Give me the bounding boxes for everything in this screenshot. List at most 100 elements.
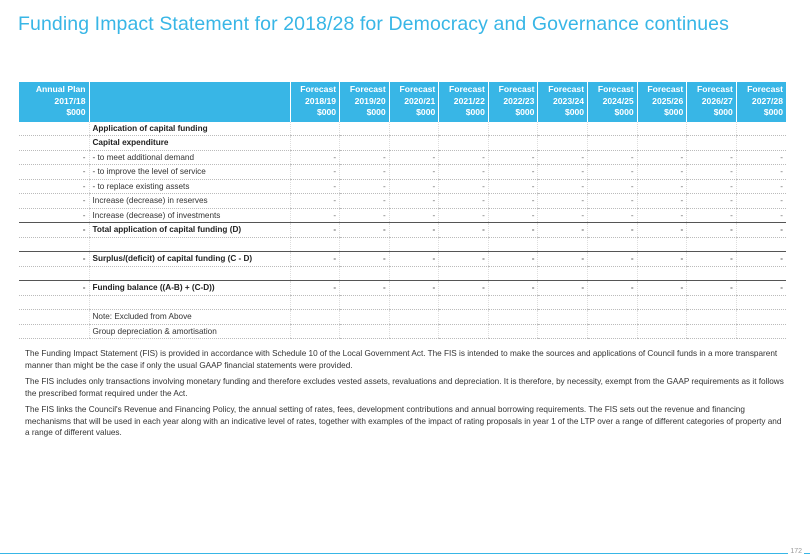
forecast-cell bbox=[388, 121, 439, 136]
table-row: - Surplus/(deficit) of capital funding (C… bbox=[19, 251, 786, 267]
forecast-cell: - bbox=[636, 208, 687, 223]
forecast-cell: - bbox=[289, 164, 340, 180]
empty-cell bbox=[88, 266, 290, 281]
forecast-cell: - bbox=[587, 193, 638, 209]
forecast-cell bbox=[388, 309, 439, 325]
empty-cell bbox=[735, 266, 786, 281]
forecast-cell: - bbox=[735, 251, 786, 267]
forecast-cell bbox=[636, 324, 687, 339]
row-label: Total application of capital funding (D) bbox=[88, 222, 290, 238]
annual-plan-cell: - bbox=[19, 208, 89, 223]
empty-cell bbox=[438, 237, 489, 252]
annual-plan-cell bbox=[19, 121, 89, 136]
forecast-cell bbox=[388, 135, 439, 151]
forecast-cell: - bbox=[686, 222, 737, 238]
page-title: Funding Impact Statement for 2018/28 for… bbox=[18, 13, 729, 35]
spacer-row bbox=[19, 266, 786, 281]
forecast-cell: - bbox=[438, 193, 489, 209]
annual-plan-cell: - bbox=[19, 193, 89, 209]
forecast-cell: - bbox=[388, 164, 439, 180]
forecast-cell: - bbox=[289, 280, 340, 296]
forecast-cell bbox=[438, 309, 489, 325]
forecast-cell bbox=[339, 121, 390, 136]
forecast-cell bbox=[735, 324, 786, 339]
empty-cell bbox=[19, 266, 89, 281]
row-label: Note: Excluded from Above bbox=[88, 309, 290, 325]
forecast-cell: - bbox=[636, 150, 687, 165]
forecast-cell bbox=[735, 135, 786, 151]
forecast-cell bbox=[289, 309, 340, 325]
empty-cell bbox=[587, 266, 638, 281]
forecast-cell: - bbox=[339, 193, 390, 209]
annual-plan-cell: - bbox=[19, 251, 89, 267]
forecast-cell bbox=[289, 121, 340, 136]
table-row: -- to replace existing assets - - - - - - - - - - bbox=[19, 179, 786, 194]
forecast-cell: - bbox=[587, 164, 638, 180]
forecast-cell bbox=[686, 324, 737, 339]
forecast-cell bbox=[487, 135, 538, 151]
forecast-cell: - bbox=[587, 251, 638, 267]
forecast-cell: - bbox=[686, 208, 737, 223]
forecast-cell bbox=[537, 309, 588, 325]
forecast-cell bbox=[537, 135, 588, 151]
forecast-cell bbox=[636, 135, 687, 151]
header-forecast-year: Forecast 2027/28 $000 bbox=[735, 82, 786, 122]
table-row: - Increase (decrease) in reserves - - - - - - - -… bbox=[19, 193, 786, 209]
empty-cell bbox=[587, 295, 638, 310]
row-label: Application of capital funding bbox=[88, 121, 290, 136]
forecast-cell: - bbox=[636, 222, 687, 238]
forecast-cell bbox=[487, 121, 538, 136]
row-label: Group depreciation & amortisation bbox=[88, 324, 290, 339]
forecast-cell: - bbox=[636, 251, 687, 267]
forecast-cell: - bbox=[339, 222, 390, 238]
header-forecast-year: Forecast 2025/26 $000 bbox=[636, 82, 687, 122]
forecast-cell: - bbox=[537, 179, 588, 194]
empty-cell bbox=[339, 266, 390, 281]
empty-cell bbox=[537, 237, 588, 252]
forecast-cell: - bbox=[735, 280, 786, 296]
forecast-cell: - bbox=[735, 179, 786, 194]
forecast-cell: - bbox=[289, 179, 340, 194]
row-label: Capital expenditure bbox=[88, 135, 290, 151]
header-forecast-year: Forecast 2023/24 $000 bbox=[537, 82, 588, 122]
forecast-cell: - bbox=[388, 222, 439, 238]
empty-cell bbox=[339, 237, 390, 252]
forecast-cell bbox=[339, 324, 390, 339]
forecast-cell bbox=[636, 309, 687, 325]
forecast-cell bbox=[438, 324, 489, 339]
forecast-cell bbox=[339, 309, 390, 325]
forecast-cell: - bbox=[388, 251, 439, 267]
empty-cell bbox=[636, 295, 687, 310]
forecast-cell: - bbox=[388, 208, 439, 223]
annual-plan-cell: - bbox=[19, 222, 89, 238]
table-row: - Funding balance ((A-B) + (C-D)) - - - - - - - -… bbox=[19, 280, 786, 296]
forecast-cell: - bbox=[388, 280, 439, 296]
row-label: - to meet additional demand bbox=[88, 150, 290, 165]
forecast-cell: - bbox=[438, 251, 489, 267]
forecast-cell: - bbox=[339, 208, 390, 223]
forecast-cell: - bbox=[487, 193, 538, 209]
header-annual-plan: Annual Plan 2017/18 $000 bbox=[19, 82, 89, 122]
forecast-cell: - bbox=[587, 222, 638, 238]
forecast-cell: - bbox=[289, 150, 340, 165]
annual-plan-cell bbox=[19, 309, 89, 325]
empty-cell bbox=[487, 237, 538, 252]
empty-cell bbox=[19, 295, 89, 310]
forecast-cell: - bbox=[735, 222, 786, 238]
row-label: Surplus/(deficit) of capital funding (C … bbox=[88, 251, 290, 267]
forecast-cell: - bbox=[289, 193, 340, 209]
forecast-cell: - bbox=[686, 179, 737, 194]
table-row: -- to improve the level of service - - - - - -… bbox=[19, 164, 786, 180]
empty-cell bbox=[289, 266, 340, 281]
forecast-cell: - bbox=[735, 208, 786, 223]
table-header-row: Annual Plan 2017/18 $000 Forecast 2018/19… bbox=[19, 82, 786, 122]
table-row: Capital expenditure bbox=[19, 135, 786, 151]
table-row: Application of capital funding bbox=[19, 121, 786, 136]
note-paragraph: The Funding Impact Statement (FIS) is pr… bbox=[25, 349, 778, 370]
table-row: -- to meet additional demand - - - - - - - - - - bbox=[19, 150, 786, 165]
empty-cell bbox=[487, 266, 538, 281]
forecast-cell: - bbox=[735, 164, 786, 180]
forecast-cell: - bbox=[735, 193, 786, 209]
forecast-cell: - bbox=[487, 222, 538, 238]
header-forecast-year: Forecast 2018/19 $000 bbox=[289, 82, 340, 122]
